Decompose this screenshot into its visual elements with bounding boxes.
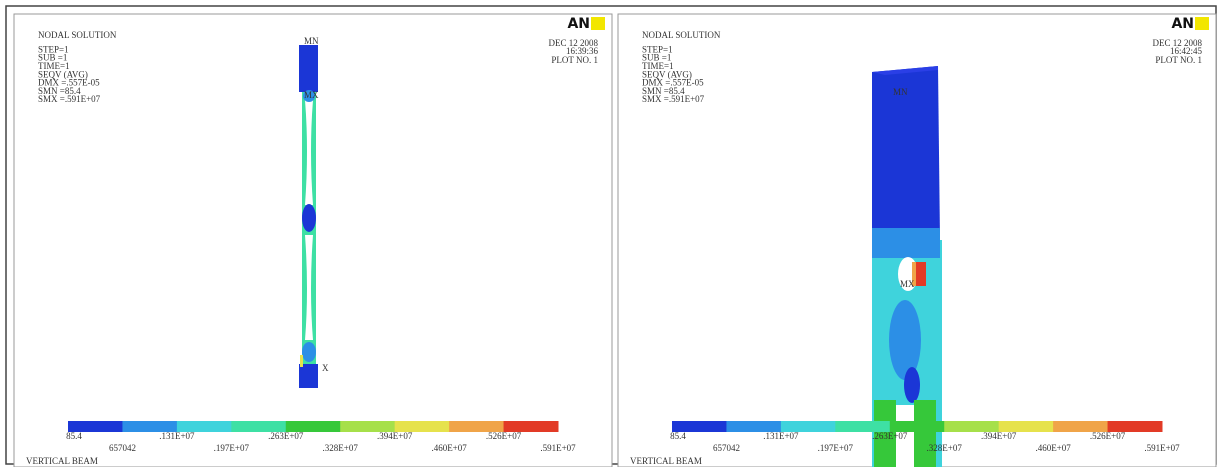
right-model [872,66,942,467]
legend-label: .526E+07 [1090,431,1126,441]
legend-label: 85.4 [670,431,686,441]
legend-label: .526E+07 [486,431,522,441]
plot-number: PLOT NO. 1 [1155,55,1202,65]
legend-label: .263E+07 [268,431,304,441]
header-line: SMX =.591E+07 [642,94,705,104]
logo: AN [567,16,590,32]
header-line: NODAL SOLUTION [38,30,117,40]
screenshot: ANNODAL SOLUTIONSTEP=1SUB =1TIME=1SEQV (… [0,0,1222,467]
header-line: NODAL SOLUTION [642,30,721,40]
header-line: SMX =.591E+07 [38,94,101,104]
legend-label: .328E+07 [927,443,963,453]
legend-label: .591E+07 [540,443,576,453]
plot-number: PLOT NO. 1 [551,55,598,65]
legend-label: .394E+07 [377,431,413,441]
legend-label: .460E+07 [1035,443,1071,453]
legend-label: .131E+07 [159,431,195,441]
legend-label: .131E+07 [763,431,799,441]
marker-label: MX [900,279,915,289]
logo-accent [1195,17,1209,30]
logo-accent [591,17,605,30]
legend-label: .328E+07 [323,443,359,453]
legend-label: .197E+07 [214,443,250,453]
legend-label: 657042 [109,443,136,453]
legend-label: 657042 [713,443,740,453]
legend-label: .394E+07 [981,431,1017,441]
legend-label: .197E+07 [818,443,854,453]
marker-label: X [322,363,329,373]
marker-label: MX [304,90,319,100]
legend-label: .460E+07 [431,443,467,453]
marker-label: MN [893,87,908,97]
marker-label: MN [304,36,319,46]
footer: VERTICAL BEAM [26,456,98,466]
legend-label: .591E+07 [1144,443,1180,453]
legend-label: 85.4 [66,431,82,441]
logo: AN [1171,16,1194,32]
legend-label: .263E+07 [872,431,908,441]
footer: VERTICAL BEAM [630,456,702,466]
